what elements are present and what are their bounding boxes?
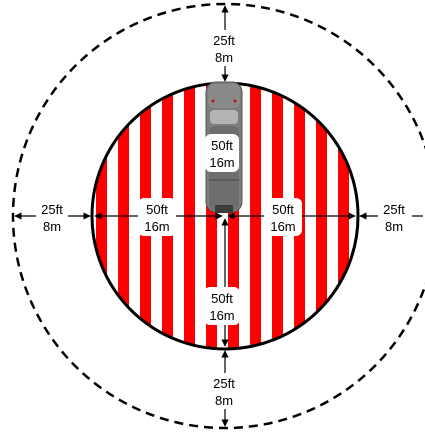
label-left-outer-m: 8m xyxy=(43,219,61,234)
label-right-outer-m: 8m xyxy=(385,219,403,234)
label-inner-right-ft: 50ft xyxy=(272,202,294,217)
label-right-outer-ft: 25ft xyxy=(383,202,405,217)
label-top-outer: 25ft 8m xyxy=(207,30,239,66)
label-inner-top-m: 16m xyxy=(209,155,234,170)
vehicle-cab xyxy=(208,84,240,108)
label-bottom-outer: 25ft 8m xyxy=(207,373,239,409)
label-inner-right-m: 16m xyxy=(270,219,295,234)
label-inner-top-ft: 50ft xyxy=(211,138,233,153)
vehicle-rear xyxy=(215,205,233,213)
label-bottom-outer-m: 8m xyxy=(215,393,233,408)
label-top-outer-ft: 25ft xyxy=(213,33,235,48)
label-inner-bottom-m: 16m xyxy=(209,308,234,323)
label-inner-right: 50ft 16m xyxy=(264,198,302,236)
label-inner-bottom: 50ft 16m xyxy=(204,287,240,325)
label-inner-left: 50ft 16m xyxy=(138,198,176,236)
label-right-outer: 25ft 8m xyxy=(378,202,412,236)
outer-perimeter-circle xyxy=(11,2,425,430)
label-top-outer-m: 8m xyxy=(215,50,233,65)
label-left-outer-ft: 25ft xyxy=(41,202,63,217)
vehicle-windshield xyxy=(210,110,238,124)
label-bottom-outer-ft: 25ft xyxy=(213,376,235,391)
label-inner-left-ft: 50ft xyxy=(146,202,168,217)
label-inner-bottom-ft: 50ft xyxy=(211,291,233,306)
label-left-outer: 25ft 8m xyxy=(36,202,68,236)
label-inner-left-m: 16m xyxy=(144,219,169,234)
label-inner-top: 50ft 16m xyxy=(205,134,239,172)
